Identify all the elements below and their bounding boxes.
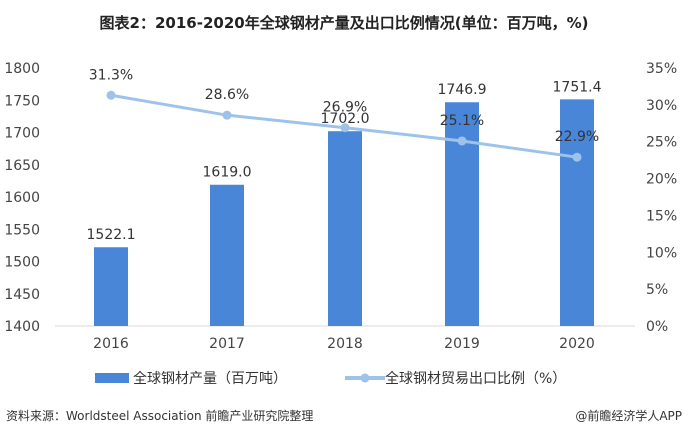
bar [210, 184, 244, 326]
ratio-point [457, 136, 467, 146]
bar-data-label: 1619.0 [203, 165, 252, 181]
ratio-point [340, 123, 350, 133]
legend-bar-swatch [95, 373, 129, 383]
ratio-point [106, 90, 116, 100]
x-tick-label: 2017 [209, 336, 245, 352]
ratio-point [572, 152, 582, 162]
bar-data-label: 1702.0 [321, 111, 370, 127]
x-tick-label: 2016 [93, 336, 129, 352]
x-tick-label: 2019 [444, 336, 480, 352]
bar [445, 102, 479, 326]
right-tick-label: 35% [646, 61, 677, 77]
bar [328, 131, 362, 326]
left-tick-label: 1750 [4, 93, 40, 109]
legend-item-production: 全球钢材产量（百万吨） [95, 368, 287, 388]
right-tick-label: 25% [646, 135, 677, 151]
bar-data-label: 1746.9 [438, 82, 487, 98]
bar-data-label: 1522.1 [87, 227, 136, 243]
right-tick-label: 5% [646, 282, 668, 298]
right-tick-label: 0% [646, 319, 668, 335]
left-tick-label: 1700 [4, 126, 40, 142]
bar [560, 99, 594, 326]
ratio-point [222, 110, 232, 120]
ratio-data-label: 26.9% [323, 100, 367, 116]
left-tick-label: 1450 [4, 287, 40, 303]
bar [94, 247, 128, 326]
legend-line-swatch [345, 373, 385, 383]
right-tick-label: 10% [646, 245, 677, 261]
left-tick-label: 1650 [4, 158, 40, 174]
ratio-data-label: 28.6% [205, 87, 249, 103]
ratio-data-label: 22.9% [555, 129, 599, 145]
x-tick-label: 2018 [327, 336, 363, 352]
bar-data-label: 1751.4 [553, 79, 602, 95]
left-tick-label: 1500 [4, 255, 40, 271]
left-tick-label: 1550 [4, 222, 40, 238]
right-tick-label: 15% [646, 208, 677, 224]
legend-label: 全球钢材贸易出口比例（%） [385, 371, 567, 387]
source-note: 资料来源：Worldsteel Association 前瞻产业研究院整理 [6, 409, 314, 423]
right-tick-label: 30% [646, 98, 677, 114]
x-tick-label: 2020 [559, 336, 595, 352]
legend-item-export-ratio: 全球钢材贸易出口比例（%） [345, 368, 566, 388]
legend-label: 全球钢材产量（百万吨） [133, 371, 287, 387]
chart-title: 图表2：2016-2020年全球钢材产量及出口比例情况(单位：百万吨，%) [99, 14, 589, 32]
ratio-data-label: 31.3% [89, 67, 133, 83]
right-tick-label: 20% [646, 172, 677, 188]
left-tick-label: 1800 [4, 61, 40, 77]
left-tick-label: 1600 [4, 190, 40, 206]
credit: @前瞻经济学人APP [575, 409, 682, 423]
ratio-data-label: 25.1% [440, 113, 484, 129]
left-tick-label: 1400 [4, 319, 40, 335]
